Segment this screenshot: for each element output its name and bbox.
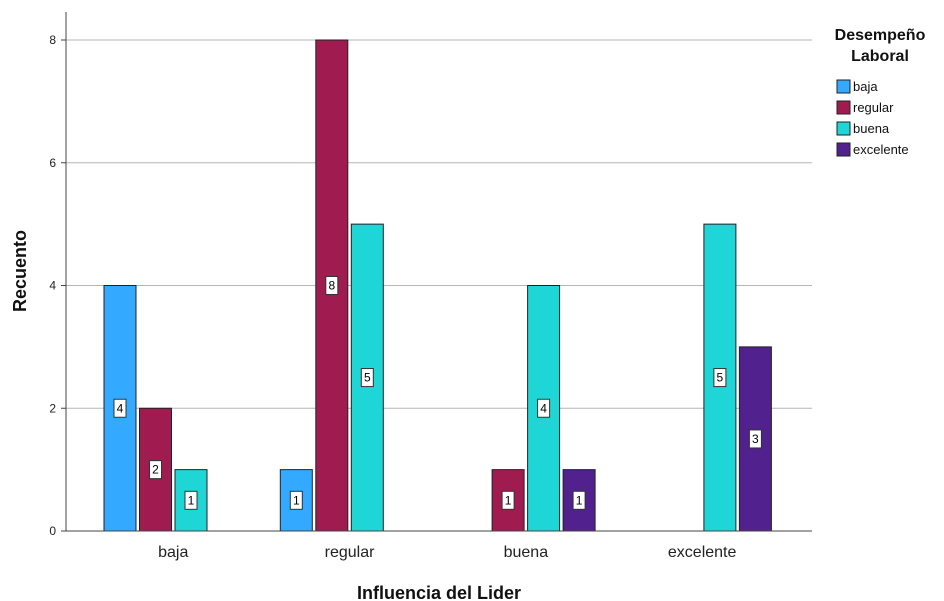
axes (65, 12, 812, 532)
data-label-box (149, 460, 162, 480)
data-label-box (713, 368, 727, 388)
data-label: 3 (752, 432, 759, 446)
data-label: 5 (717, 371, 724, 385)
data-label-box (501, 490, 515, 510)
legend-swatch-buena (836, 121, 851, 136)
data-label: 1 (188, 493, 195, 507)
data-label: 1 (576, 493, 583, 507)
legend-swatch-regular (836, 100, 851, 115)
x-axis-title: Influencia del Lider (357, 583, 521, 601)
x-tick-label: baja (158, 544, 188, 561)
legend-label-excelente: excelente (853, 142, 909, 157)
y-axis-title: Recuento (10, 230, 30, 312)
legend-swatch-excelente (836, 142, 851, 157)
data-label-box (325, 276, 339, 295)
legend-swatch-baja (836, 79, 851, 94)
y-tick-label: 2 (49, 401, 56, 415)
data-label-box (113, 398, 127, 418)
data-label: 1 (293, 493, 300, 507)
data-label: 5 (364, 371, 371, 385)
x-tick-label: regular (325, 544, 375, 561)
bar-buena-baja (174, 469, 208, 532)
legend: Desempeño Laboral baja regular buena excele… (835, 27, 926, 157)
y-tick-label: 4 (49, 279, 56, 293)
bar-excelente-excelente (738, 346, 772, 532)
data-label: 4 (117, 401, 124, 415)
data-label: 1 (505, 493, 512, 507)
data-label: 4 (540, 401, 547, 415)
data-label-box (289, 490, 303, 510)
data-label-box (572, 490, 586, 510)
data-label-box (537, 398, 551, 418)
data-label-box (748, 429, 762, 449)
y-tick-labels: 0 2 4 6 8 (49, 33, 66, 538)
data-label: 2 (152, 463, 159, 477)
legend-title-line1: Desempeño (835, 27, 926, 44)
data-label-box (184, 490, 198, 510)
data-label: 8 (328, 279, 335, 293)
y-tick-label: 8 (49, 33, 56, 47)
x-tick-label: excelente (668, 544, 737, 561)
gridlines (66, 39, 812, 409)
y-tick-label: 0 (49, 524, 56, 538)
legend-label-regular: regular (853, 100, 894, 115)
legend-label-buena: buena (853, 121, 890, 136)
y-tick-label: 6 (49, 156, 56, 170)
legend-label-baja: baja (853, 79, 878, 94)
data-label-box (360, 368, 374, 388)
x-tick-labels: baja regular buena excelente (158, 544, 736, 561)
legend-title-line2: Laboral (851, 48, 909, 65)
x-tick-label: buena (504, 544, 549, 561)
